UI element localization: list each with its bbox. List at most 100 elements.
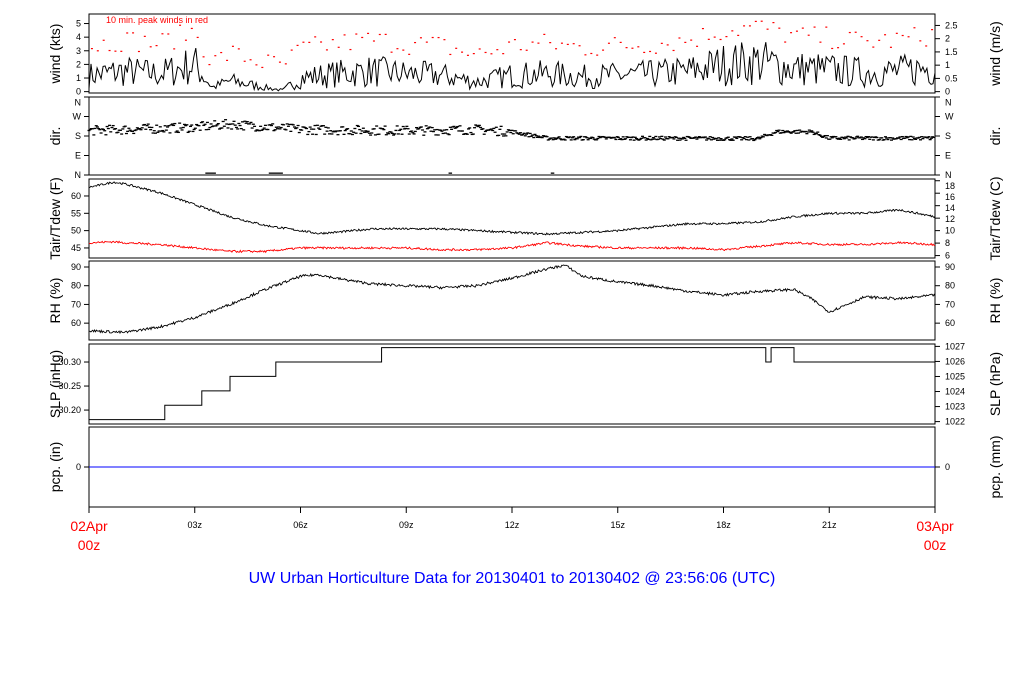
- wind-direction-point: [341, 126, 345, 128]
- wind-direction-point: [475, 125, 479, 127]
- wind-direction-point: [927, 136, 931, 138]
- wind-direction-point: [568, 136, 572, 138]
- wind-direction-point: [387, 133, 391, 135]
- wind-direction-point: [358, 128, 362, 131]
- peak-wind-point: [895, 32, 898, 34]
- panels: wind (kts) wind (m/s)01234500.511.522.510…: [47, 13, 1003, 508]
- peak-wind-point: [737, 34, 740, 37]
- wind-direction-point: [773, 131, 777, 134]
- wind-direction-point: [523, 135, 527, 137]
- wind-direction-point: [825, 135, 829, 137]
- wind-direction-point: [842, 138, 846, 140]
- wind-direction-point: [787, 131, 791, 133]
- wind-direction-point: [521, 133, 525, 136]
- peak-wind-point: [607, 42, 610, 44]
- wind-direction-point: [373, 134, 377, 136]
- wind-direction-point: [425, 128, 429, 130]
- wind-direction-point: [201, 121, 205, 123]
- peak-wind-point: [619, 41, 622, 44]
- wind-direction-point: [674, 136, 678, 139]
- wind-direction-point: [914, 138, 918, 141]
- wind-direction-point: [245, 121, 249, 123]
- y-tick-label-right: 1022: [945, 417, 965, 427]
- peak-wind-point: [114, 50, 117, 52]
- y-tick-label-right: 2.5: [945, 20, 958, 30]
- y-tick-label-right: 1025: [945, 371, 965, 381]
- wind-direction-point: [431, 130, 435, 133]
- wind-direction-point: [282, 124, 286, 126]
- wind-direction-point: [738, 136, 742, 138]
- wind-direction-point: [822, 135, 826, 138]
- wind-direction-point: [657, 136, 661, 138]
- wind-direction-point: [918, 139, 922, 141]
- peak-wind-point: [149, 46, 152, 48]
- wind-direction-point: [780, 132, 784, 134]
- peak-wind-point: [155, 45, 158, 47]
- wind-direction-point: [436, 134, 440, 136]
- y-tick-label-right: 0: [945, 87, 950, 97]
- wind-direction-point: [366, 130, 370, 132]
- wind-direction-point: [891, 137, 895, 139]
- wind-direction-point: [625, 136, 629, 138]
- wind-direction-point: [176, 131, 180, 134]
- peak-wind-point: [243, 60, 246, 62]
- peak-wind-point: [290, 49, 293, 51]
- wind-direction-point: [187, 130, 191, 132]
- wind-direction-point: [806, 131, 810, 133]
- wind-direction-point: [273, 129, 277, 131]
- wind-direction-point: [428, 126, 432, 128]
- y-tick-label-left: 45: [71, 243, 81, 253]
- y-tick-label-right: W: [945, 112, 954, 122]
- wind-direction-point: [651, 137, 655, 139]
- wind-direction-point: [503, 133, 507, 135]
- wind-direction-point: [323, 133, 327, 135]
- y-tick-label-left: 55: [71, 208, 81, 218]
- wind-direction-point: [123, 125, 127, 127]
- wind-direction-point: [372, 128, 376, 130]
- wind-direction-point: [784, 131, 788, 133]
- y-label-left: Tair/Tdew (F): [47, 177, 63, 259]
- wind-direction-point: [350, 133, 354, 136]
- y-tick-label-right: E: [945, 151, 951, 161]
- peak-wind-point: [743, 25, 746, 27]
- peak-wind-point: [431, 36, 434, 39]
- wind-direction-point: [836, 138, 840, 140]
- wind-direction-point: [222, 125, 226, 127]
- wind-direction-point: [818, 134, 822, 136]
- wind-direction-point: [608, 136, 612, 138]
- wind-direction-point: [682, 136, 686, 139]
- wind-direction-point: [628, 139, 632, 141]
- wind-direction-point: [423, 131, 427, 133]
- wind-direction-point: [303, 127, 307, 129]
- x-tick-label: 03z: [187, 520, 202, 530]
- y-tick-label-right: 2: [945, 34, 950, 44]
- wind-direction-point: [508, 129, 512, 132]
- peak-wind-point: [237, 48, 240, 50]
- wind-direction-point: [525, 133, 529, 135]
- wind-direction-point: [563, 139, 567, 141]
- wind-direction-point: [163, 125, 167, 127]
- peak-wind-point: [396, 48, 399, 50]
- wind-direction-point: [139, 129, 143, 131]
- wind-direction-point: [627, 136, 631, 138]
- wind-direction-point: [224, 119, 228, 121]
- wind-direction-point: [911, 136, 915, 138]
- wind-direction-point: [383, 125, 387, 127]
- wind-direction-point: [179, 127, 183, 129]
- peak-wind-point: [684, 41, 687, 43]
- peak-wind-point: [566, 43, 569, 46]
- wind-direction-point: [190, 124, 194, 126]
- wind-direction-point: [535, 136, 539, 139]
- wind-direction-point: [468, 127, 472, 129]
- wind-direction-point: [266, 128, 270, 131]
- peak-wind-point: [419, 37, 422, 39]
- peak-wind-point: [437, 36, 440, 39]
- peak-wind-point: [666, 44, 669, 46]
- wind-direction-point: [848, 136, 852, 138]
- wind-direction-point: [370, 132, 374, 134]
- wind-direction-point: [517, 133, 521, 135]
- x-tick-label: 18z: [716, 520, 731, 530]
- wind-direction-point: [121, 128, 125, 130]
- wind-direction-point: [730, 138, 734, 140]
- wind-direction-point: [103, 130, 107, 132]
